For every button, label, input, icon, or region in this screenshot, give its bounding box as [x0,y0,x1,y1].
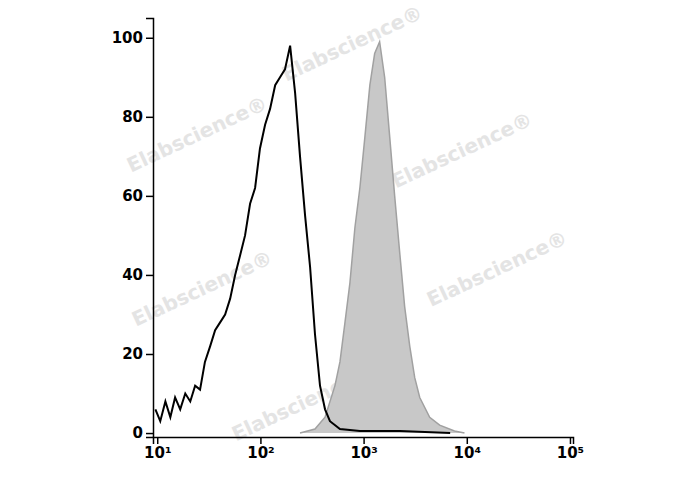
tick-mark [146,196,153,198]
area [300,42,464,433]
tick-label: 100 [112,29,143,47]
tick-mark [146,433,153,435]
tick-label: 10⁵ [557,444,584,462]
watermark: Elabscience® [123,91,271,177]
tick: 100 [112,29,153,47]
tick: 20 [122,345,153,363]
axis-line [146,19,154,438]
tick: 10² [247,437,274,462]
watermark: Elabscience® [388,107,536,193]
tick-mark [146,38,153,40]
chart: Elabscience®Elabscience®Elabscience®Elab… [0,0,688,490]
tick-label: 10² [247,444,274,462]
tick: 10¹ [144,437,171,462]
line [155,46,450,433]
tick-label: 10³ [350,444,377,462]
tick-mark [146,275,153,277]
tick: 0 [133,424,153,442]
tick-label: 80 [122,108,143,126]
tick-label: 60 [122,187,143,205]
tick-mark [146,354,153,356]
annotations: Elabscience®Elabscience®Elabscience®Elab… [123,0,571,446]
tick-label: 40 [122,266,143,284]
tick: 10³ [350,437,377,462]
tick-mark [146,117,153,119]
tick: 10⁴ [454,437,481,462]
tick: 40 [122,266,153,284]
watermark: Elabscience® [423,226,571,312]
area-outline [300,42,464,433]
tick-label: 10⁴ [454,444,481,462]
tick: 60 [122,187,153,205]
y-axis: 0 20 40 60 80 100 [112,19,154,443]
tick-label: 0 [133,424,143,442]
tick: 80 [122,108,153,126]
watermark: Elabscience® [278,0,426,86]
tick-label: 10¹ [144,444,171,462]
x-axis: 10¹ 10² 10³ 10⁴ 10⁵ [144,437,584,462]
plot-area [155,42,464,433]
watermark: Elabscience® [128,245,276,331]
tick-label: 20 [122,345,143,363]
tick: 10⁵ [557,437,584,462]
